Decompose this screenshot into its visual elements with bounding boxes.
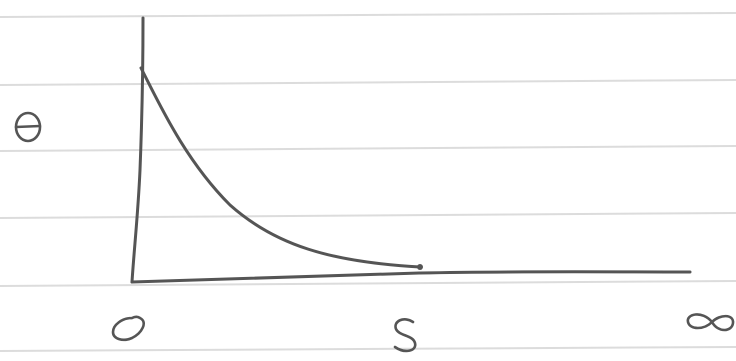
x-mark-label: S bbox=[393, 318, 417, 353]
decay-curve bbox=[139, 66, 422, 269]
y-axis-label: θ bbox=[14, 111, 42, 143]
ruled-line bbox=[0, 212, 736, 219]
ruled-line bbox=[0, 145, 736, 152]
ruled-line bbox=[0, 346, 736, 352]
ruled-lines bbox=[0, 12, 736, 352]
x-axis bbox=[130, 270, 692, 284]
x-origin-label: 0 bbox=[111, 315, 145, 342]
ruled-line bbox=[0, 79, 736, 86]
curve-endpoint bbox=[417, 264, 423, 270]
ruled-line bbox=[0, 280, 736, 287]
x-end-label: ∞ bbox=[686, 313, 735, 332]
y-axis bbox=[130, 16, 145, 284]
ruled-line bbox=[0, 12, 736, 18]
